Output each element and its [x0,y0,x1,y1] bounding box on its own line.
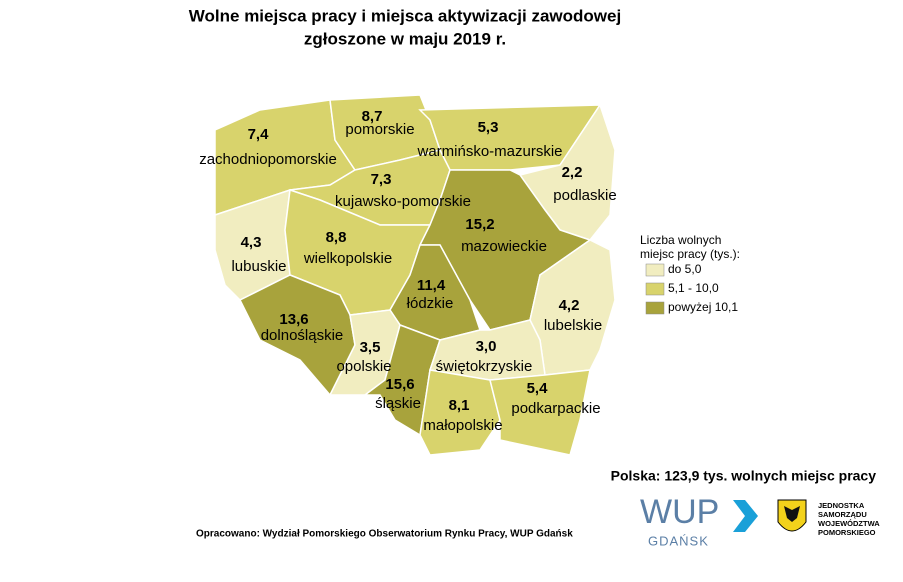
region-name: lubuskie [231,258,286,275]
region-name: małopolskie [423,417,502,434]
region [489,369,591,456]
regions [214,94,616,456]
value-label: 8,1 [449,397,470,414]
region-name: podkarpackie [511,400,600,417]
logo-region-text: WOJEWÓDZTWA [818,519,880,528]
logo-region-text: JEDNOSTKA [818,501,865,510]
region-name: świętokrzyskie [436,358,533,375]
region-name: kujawsko-pomorskie [335,193,471,210]
region-name: dolnośląskie [261,327,344,344]
region-name: mazowieckie [461,238,547,255]
legend-swatch [645,301,665,315]
value-label: 3,5 [360,339,381,356]
value-label: 8,8 [326,229,347,246]
legend-title: Liczba wolnych [640,233,721,247]
value-label: 7,3 [371,171,392,188]
logo-griffin [784,506,800,522]
logo-region-text: POMORSKIEGO [818,528,876,537]
value-label: 5,3 [478,119,499,136]
source: Opracowano: Wydział Pomorskiego Obserwat… [196,529,573,540]
value-label: 13,6 [279,311,308,328]
legend-swatch [645,263,665,277]
region-name: łódzkie [407,295,454,312]
region-name: wielkopolskie [303,250,392,267]
logo-text: GDAŃSK [648,533,709,548]
region-name: śląskie [375,395,421,412]
value-label: 11,4 [417,277,446,294]
value-label: 3,0 [476,338,497,355]
summary: Polska: 123,9 tys. wolnych miejsc pracy [611,468,877,484]
legend-title: miejsc pracy (tys.): [640,247,740,261]
title: Wolne miejsca pracy i miejsca aktywizacj… [189,6,621,25]
logo-arrow [733,500,758,532]
region-name: warmińsko-mazurskie [416,143,562,160]
value-label: 15,6 [385,376,414,393]
title: zgłoszone w maju 2019 r. [304,29,506,48]
region-name: podlaskie [553,187,616,204]
value-label: 2,2 [562,164,583,181]
logo-region-text: SAMORZĄDU [818,510,867,519]
logo-text: WUP [640,493,719,531]
legend-label: 5,1 - 10,0 [668,281,719,295]
value-label: 4,2 [559,297,580,314]
region-name: pomorskie [345,121,414,138]
value-label: 5,4 [527,380,549,397]
value-label: 7,4 [248,126,270,143]
legend-label: powyżej 10,1 [668,300,738,314]
region-name: lubelskie [544,317,602,334]
value-label: 4,3 [241,234,262,251]
legend-label: do 5,0 [668,262,702,276]
region-name: opolskie [336,358,391,375]
value-label: 8,7 [362,108,383,125]
legend-swatch [645,282,665,296]
value-label: 15,2 [465,216,494,233]
region-name: zachodniopomorskie [199,151,337,168]
